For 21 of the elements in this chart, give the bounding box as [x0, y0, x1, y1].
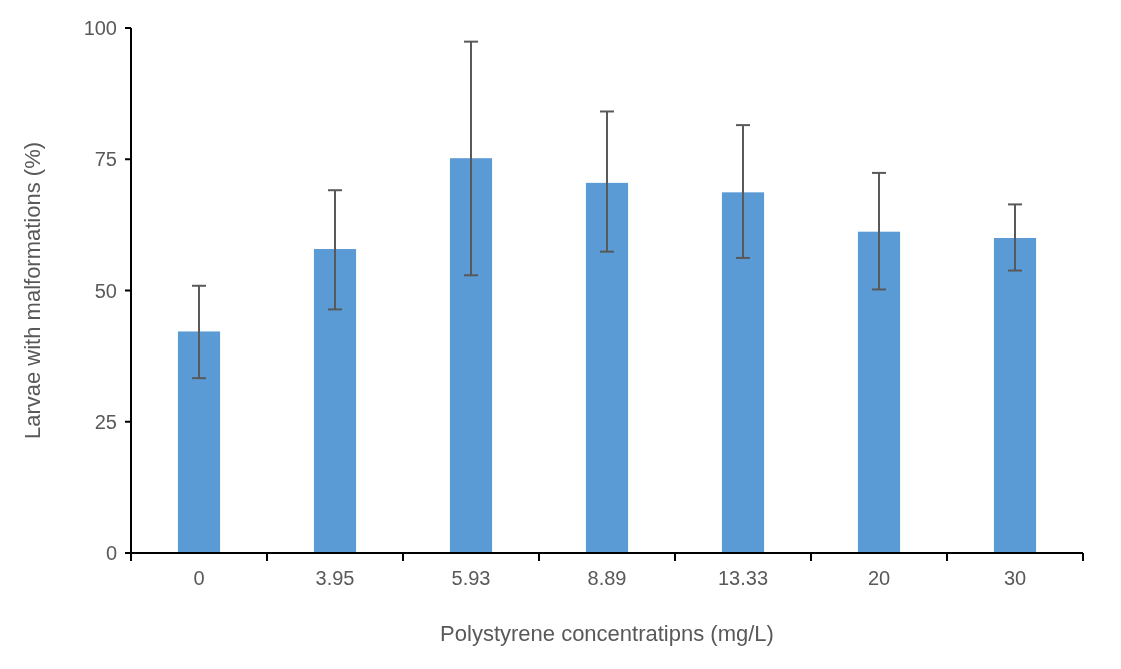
x-tick-label: 13.33 — [717, 567, 769, 589]
x-axis-title: Polystyrene concentratipns (mg/L) — [440, 621, 774, 646]
bar — [449, 158, 493, 553]
x-tick-label: 20 — [867, 567, 891, 589]
y-tick-label: 50 — [94, 279, 117, 302]
bar — [585, 182, 629, 553]
bar — [721, 192, 765, 553]
y-tick-label: 25 — [94, 410, 117, 433]
bar — [313, 249, 357, 553]
y-tick-label: 75 — [94, 148, 117, 171]
bar — [857, 231, 901, 553]
x-tick-label: 8.89 — [587, 567, 627, 589]
y-tick-label: 100 — [83, 17, 117, 39]
bar — [177, 331, 221, 553]
x-tick-label: 5.93 — [451, 567, 491, 589]
bar — [993, 238, 1037, 553]
x-tick-label: 30 — [1003, 567, 1027, 589]
y-axis-title: Larvae with malformations (%) — [20, 141, 45, 440]
x-tick-label: 0 — [193, 567, 205, 589]
x-tick-label: 3.95 — [315, 567, 355, 589]
y-tick-label: 0 — [105, 542, 117, 564]
